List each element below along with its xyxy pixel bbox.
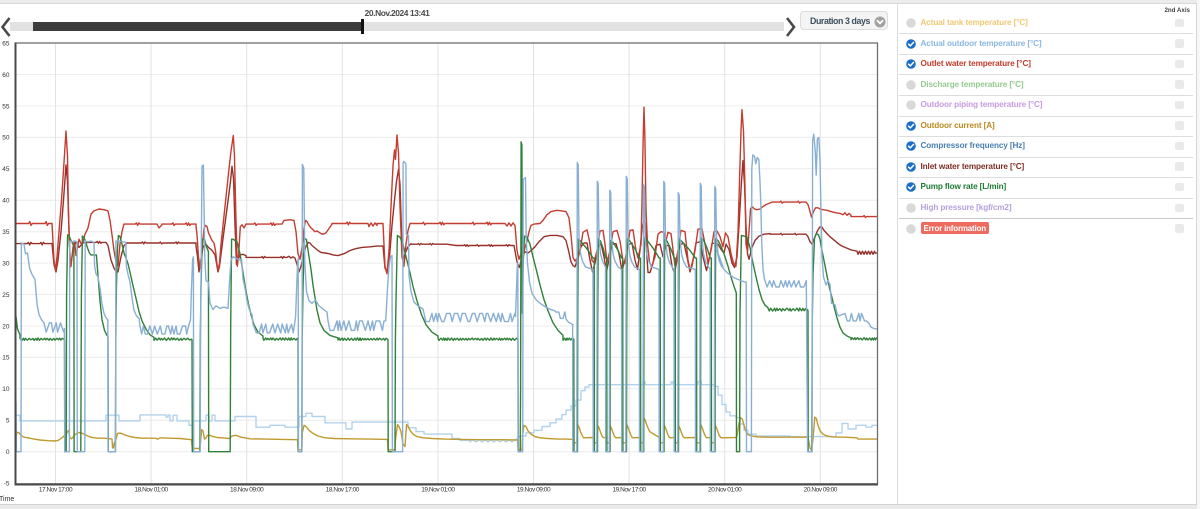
svg-text:18.Nov 17:00: 18.Nov 17:00 xyxy=(326,487,360,494)
svg-text:18.Nov 09:00: 18.Nov 09:00 xyxy=(230,487,264,494)
svg-text:40: 40 xyxy=(2,198,10,205)
svg-text:55: 55 xyxy=(2,103,10,110)
svg-text:20.Nov 09:00: 20.Nov 09:00 xyxy=(804,487,838,494)
svg-text:10: 10 xyxy=(2,386,10,393)
svg-text:15: 15 xyxy=(2,355,10,362)
svg-text:19.Nov 09:00: 19.Nov 09:00 xyxy=(517,487,551,494)
svg-text:50: 50 xyxy=(2,135,10,142)
svg-text:20: 20 xyxy=(2,323,10,330)
svg-text:20.Nov 01:00: 20.Nov 01:00 xyxy=(708,487,742,494)
svg-text:35: 35 xyxy=(2,229,10,236)
svg-text:60: 60 xyxy=(2,72,10,79)
svg-text:45: 45 xyxy=(2,166,10,173)
svg-text:-5: -5 xyxy=(4,480,10,487)
svg-text:30: 30 xyxy=(2,260,10,267)
svg-text:19.Nov 01:00: 19.Nov 01:00 xyxy=(421,487,455,494)
svg-text:0: 0 xyxy=(6,449,10,456)
svg-text:17.Nov 17:00: 17.Nov 17:00 xyxy=(39,487,73,494)
svg-text:Time: Time xyxy=(0,496,14,503)
svg-text:65: 65 xyxy=(2,40,10,47)
svg-text:18.Nov 01:00: 18.Nov 01:00 xyxy=(134,487,168,494)
svg-text:19.Nov 17:00: 19.Nov 17:00 xyxy=(612,487,646,494)
svg-text:25: 25 xyxy=(2,292,10,299)
svg-text:5: 5 xyxy=(6,418,10,425)
